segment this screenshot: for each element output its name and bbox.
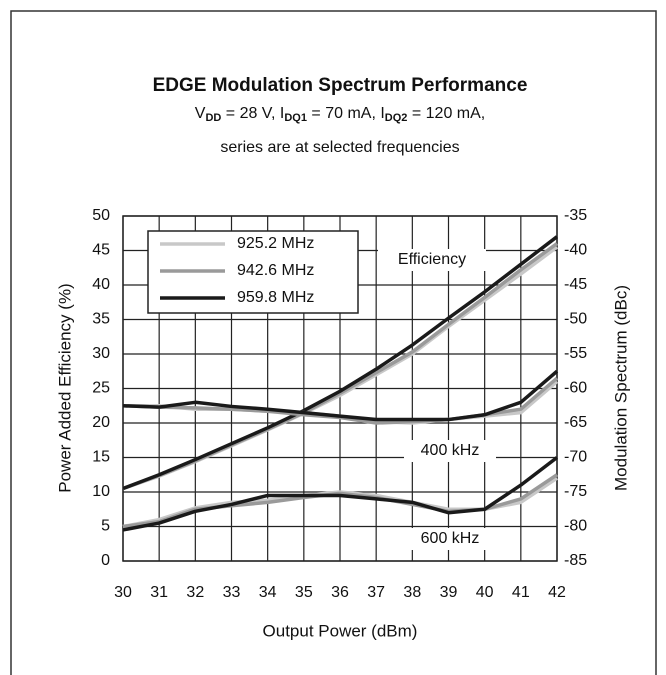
y-tick-label: 20 [92,414,110,431]
series-line [122,235,559,491]
series-line [122,369,559,422]
y-tick-label: 30 [92,345,110,362]
y2-tick-label: -45 [564,276,587,293]
x-tick-label: 37 [367,584,385,601]
x-tick-label: 34 [259,584,277,601]
x-tick-label: 39 [440,584,458,601]
y2-tick-label: -80 [564,518,587,535]
frame [10,10,657,675]
y2-tick-label: -75 [564,483,587,500]
chart-subtitle: series are at selected frequencies [220,139,459,156]
y2-tick-label: -60 [564,380,587,397]
annotation: Efficiency [398,251,466,268]
plot-border [122,215,558,562]
y-tick-label: 50 [92,207,110,224]
y-tick-label: 45 [92,242,110,259]
y-tick-label: 25 [92,380,110,397]
y2-axis-label: Modulation Spectrum (dBc) [611,285,630,491]
y-tick-label: 40 [92,276,110,293]
x-tick-label: 30 [114,584,132,601]
legend-label: 925.2 MHz [237,235,314,252]
subtitle-part: DQ2 [385,112,408,124]
y-tick-label: 35 [92,311,110,328]
y2-tick-label: -65 [564,414,587,431]
x-tick-label: 41 [512,584,530,601]
subtitle-part: = 28 V, I [221,105,284,122]
legend-label: 959.8 MHz [237,289,314,306]
y2-tick-label: -50 [564,311,587,328]
x-tick-label: 36 [331,584,349,601]
y2-tick-label: -85 [564,552,587,569]
subtitle-part: DQ1 [284,112,307,124]
chart-subtitle: VDD = 28 V, IDQ1 = 70 mA, IDQ2 = 120 mA, [195,105,485,124]
y2-tick-label: -70 [564,449,587,466]
annotation-bg [404,440,496,462]
x-tick-label: 42 [548,584,566,601]
annotation: 600 kHz [421,530,480,547]
x-tick-label: 38 [403,584,421,601]
subtitle-part: DD [205,112,221,124]
subtitle-part: = 120 mA, [407,105,485,122]
series-line [122,456,559,532]
annotation-bg [404,528,496,550]
y2-tick-label: -40 [564,242,587,259]
x-tick-label: 31 [150,584,168,601]
y2-tick-label: -55 [564,345,587,362]
annotation: 400 kHz [421,442,480,459]
x-tick-label: 33 [223,584,241,601]
chart-title: EDGE Modulation Spectrum Performance [153,75,528,96]
y2-tick-label: -35 [564,207,587,224]
y-axis-label: Power Added Efficiency (%) [55,283,74,492]
x-tick-label: 35 [295,584,313,601]
y-tick-label: 10 [92,483,110,500]
annotation-bg [378,249,486,271]
y-tick-label: 5 [101,518,110,535]
x-axis-label: Output Power (dBm) [263,621,418,640]
legend-label: 942.6 MHz [237,262,314,279]
x-tick-label: 32 [186,584,204,601]
y-tick-label: 15 [92,449,110,466]
subtitle-part: = 70 mA, I [307,105,385,122]
subtitle-part: V [195,105,206,122]
x-tick-label: 40 [476,584,494,601]
y-tick-label: 0 [101,552,110,569]
